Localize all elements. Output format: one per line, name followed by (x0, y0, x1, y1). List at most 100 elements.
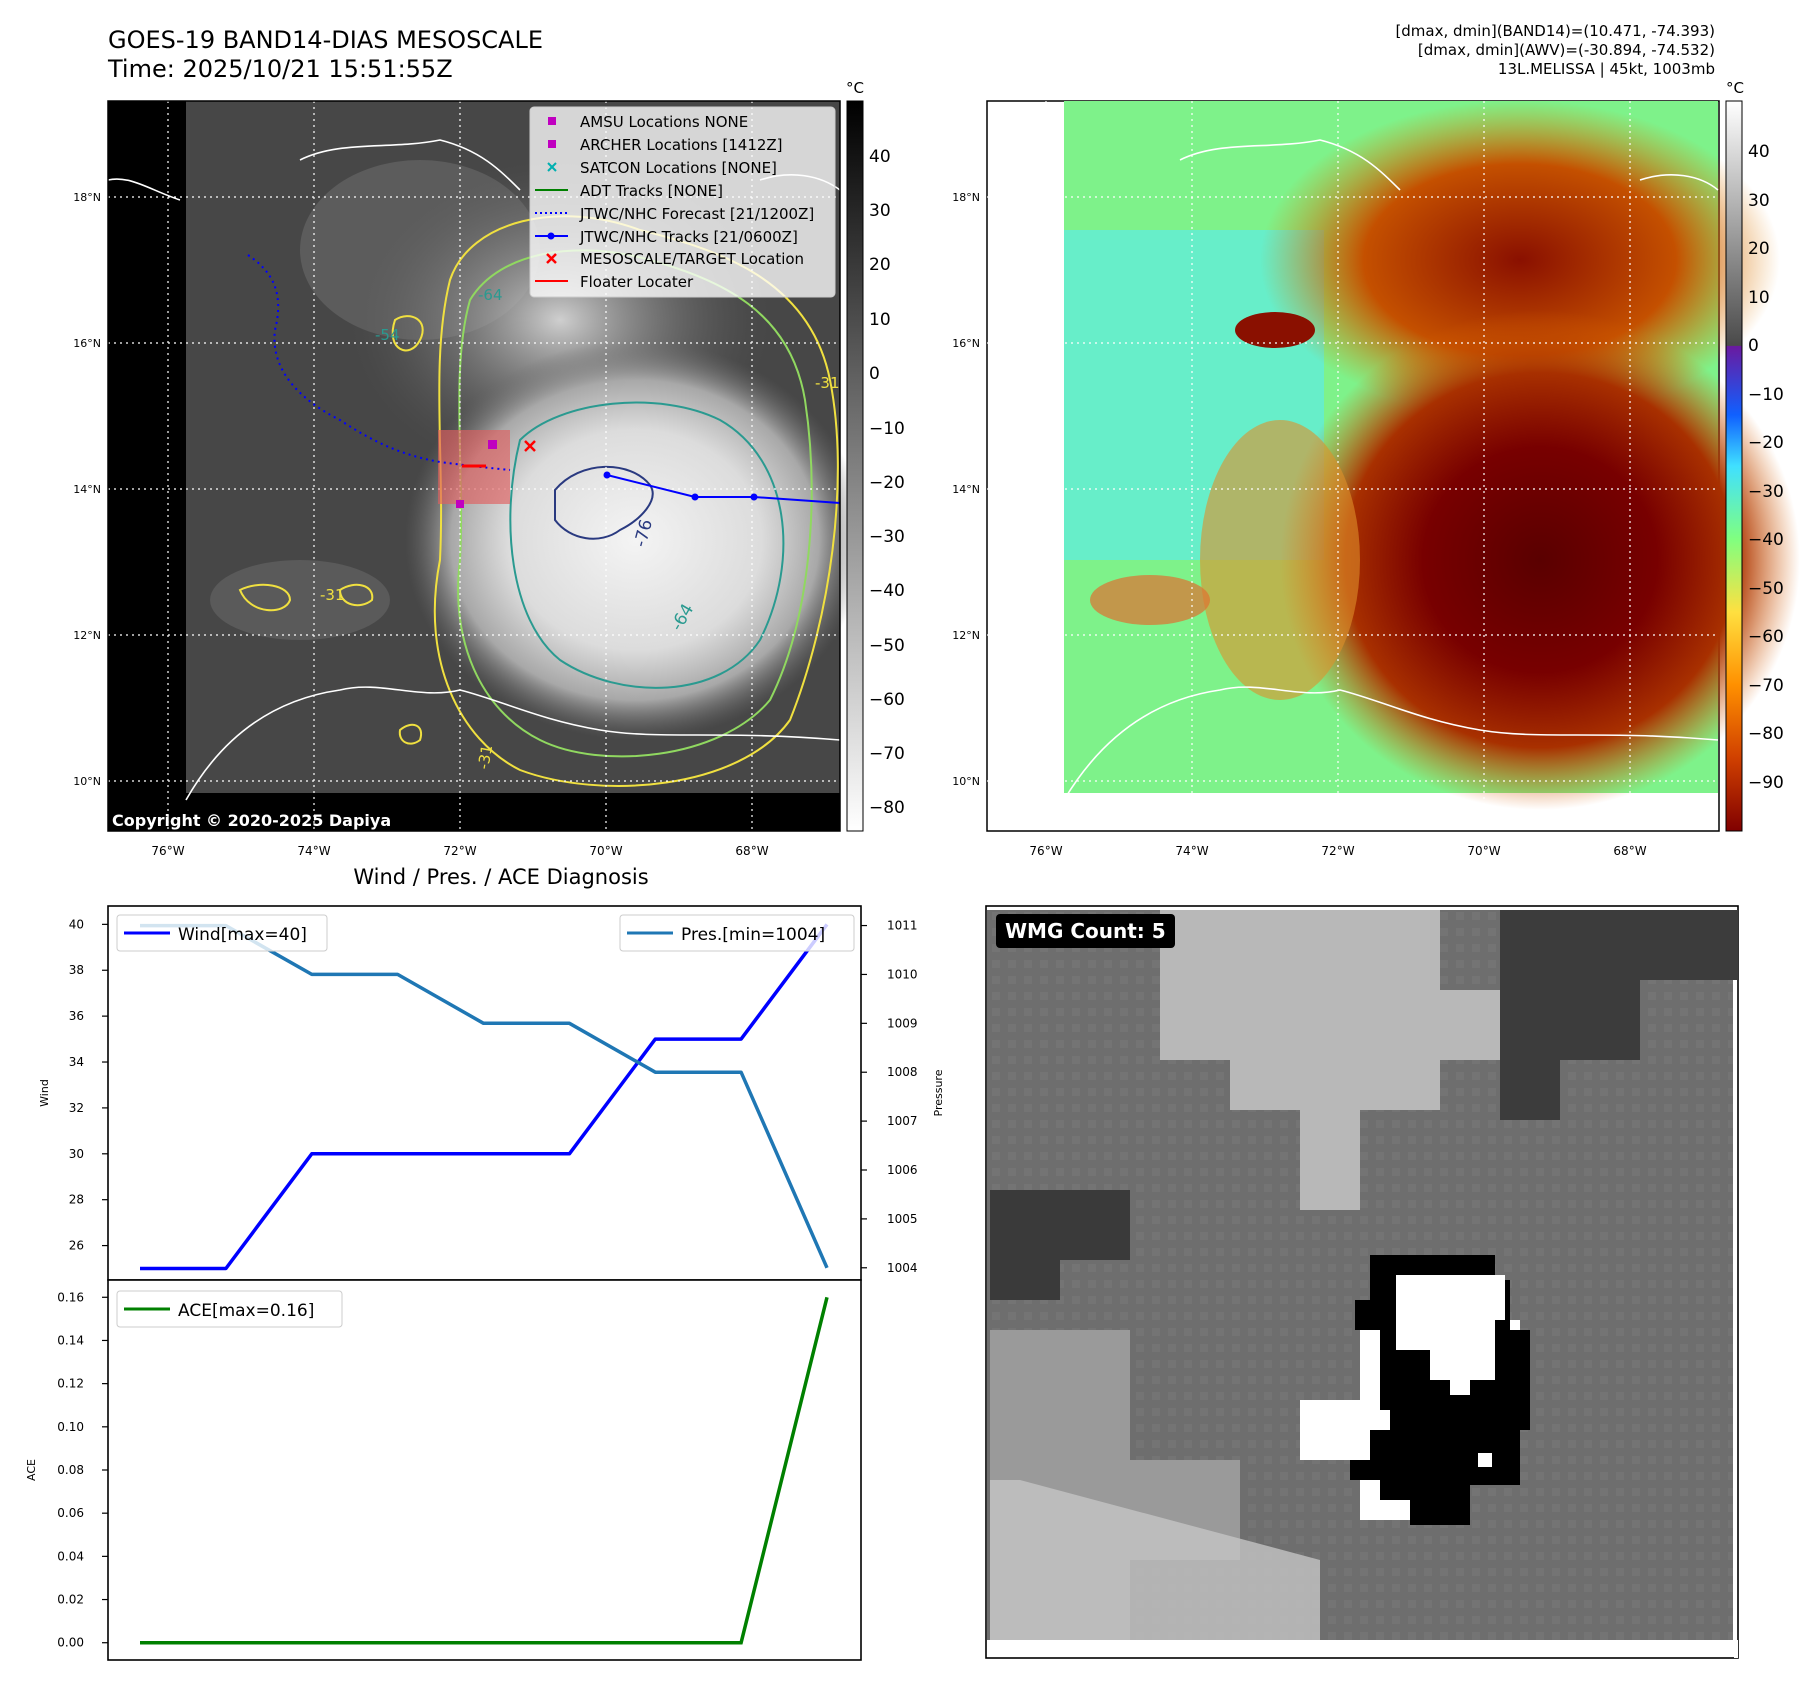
lon-label: 74°W (1175, 844, 1208, 858)
colorbar-tick: 30 (1748, 191, 1770, 211)
wind-plot-frame (107, 905, 862, 1281)
lat-label: 14°N (73, 483, 101, 496)
legend-amsu: AMSU Locations NONE (580, 113, 748, 131)
pressure-tick-label: 1010 (887, 967, 918, 981)
ace-tick-label: 0.08 (57, 1463, 84, 1477)
colorbar-tick: −10 (1748, 385, 1784, 405)
lat-label: 12°N (73, 629, 101, 642)
pressure-tick-label: 1004 (887, 1261, 918, 1275)
map-legend: AMSU Locations NONE ARCHER Locations [14… (529, 106, 836, 298)
ace-chart: ACE 0.16 0.14 0.12 0.10 0.08 0.06 0.04 0.02 0.00… (25, 1279, 862, 1661)
colorbar-gray-ticks: 40 30 20 10 0 −10 −20 −30 −40 −50 −60 −7… (869, 147, 905, 818)
colorbar-tick: −30 (869, 527, 905, 547)
ace-plot-frame (107, 1279, 862, 1661)
lon-label: 72°W (443, 844, 476, 858)
colorbar-tick: 30 (869, 201, 891, 221)
ir-map-left: Copyright © 2020-2025 Dapiya -76 -64 -54… (73, 79, 905, 858)
awv-core-moisture (1280, 310, 1800, 810)
wmg-count-label: WMG Count: 5 (1005, 919, 1166, 943)
colorbar-gray (846, 100, 864, 832)
storm-info: [dmax, dmin](BAND14)=(10.471, -74.393) [… (1395, 22, 1715, 79)
contour-small-1 (391, 315, 424, 352)
ace-line (140, 1296, 829, 1645)
coast-hispaniola (299, 139, 521, 191)
colorbar-tick: 20 (869, 255, 891, 275)
coast-cuba (107, 178, 181, 201)
contour-label: -31 (815, 374, 840, 392)
lon-label: 68°W (1613, 844, 1646, 858)
colorbar-tick: −60 (869, 690, 905, 710)
lat-label: 12°N (952, 629, 980, 642)
archer-marker (456, 500, 464, 508)
lon-label: 68°W (735, 844, 768, 858)
colorbar-tick: −20 (1748, 433, 1784, 453)
jtwc-forecast-track (247, 254, 511, 471)
wmg-light-region (1160, 910, 1500, 1210)
colorbar-color-unit: °C (1726, 79, 1744, 97)
jtwc-track-line (606, 474, 841, 504)
legend-box (529, 106, 836, 298)
pressure-tick-label: 1009 (887, 1016, 918, 1030)
copyright-text: Copyright © 2020-2025 Dapiya (112, 811, 391, 830)
wmg-dark-region-w (990, 1190, 1130, 1300)
title-line-1: GOES-19 BAND14-DIAS MESOSCALE (108, 26, 544, 54)
info-line-3: 13L.MELISSA | 45kt, 1003mb (1497, 60, 1715, 78)
ace-tick-label: 0.16 (57, 1290, 84, 1304)
lon-label: 76°W (151, 844, 184, 858)
pressure-legend-box (619, 914, 855, 952)
wmg-edge (1734, 1640, 1738, 1658)
wind-line (140, 923, 829, 1271)
info-line-2: [dmax, dmin](AWV)=(-30.894, -74.532) (1417, 41, 1715, 59)
ace-legend-label: ACE[max=0.16] (178, 1301, 314, 1321)
wind-tick-label: 32 (69, 1101, 84, 1115)
legend-amsu-icon (548, 117, 556, 125)
ace-tick-label: 0.14 (57, 1333, 84, 1347)
pressure-tick-label: 1008 (887, 1065, 918, 1079)
wind-legend-label: Wind[max=40] (178, 925, 307, 945)
ace-tick-label: 0.04 (57, 1549, 84, 1563)
colorbar-tick: −60 (1748, 627, 1784, 647)
title-line-2: Time: 2025/10/21 15:51:55Z (108, 55, 453, 83)
lat-labels-left: 10°N 12°N 14°N 16°N 18°N (73, 191, 101, 788)
legend-archer-icon (548, 140, 556, 148)
diagnosis-title: Wind / Pres. / ACE Diagnosis (353, 865, 648, 889)
colorbar-tick: −30 (1748, 482, 1784, 502)
colorbar-tick: −50 (869, 636, 905, 656)
colorbar-color-ticks: 40 30 20 10 0 −10 −20 −30 −40 −50 −60 −7… (1748, 142, 1784, 793)
lat-label: 14°N (952, 483, 980, 496)
colorbar-tick: 40 (869, 147, 891, 167)
colorbar-tick: −90 (1748, 773, 1784, 793)
ace-series (140, 1296, 829, 1645)
ir-map-frame (107, 100, 841, 832)
colorbar-tick: 0 (1748, 336, 1759, 356)
ace-axis-label: ACE (25, 1459, 38, 1481)
colorbar-tick: 10 (869, 310, 891, 330)
colorbar-tick: −10 (869, 419, 905, 439)
pressure-y-ticks: 1011 1010 1009 1008 1007 1006 1005 1004 (861, 919, 918, 1275)
legend-adt: ADT Tracks [NONE] (580, 182, 723, 200)
legend-satcon-icon (547, 162, 557, 172)
jtwc-track-point (603, 471, 611, 479)
colorbar-color (1725, 100, 1743, 832)
wind-tick-label: 28 (69, 1193, 84, 1207)
wind-tick-label: 30 (69, 1147, 84, 1161)
colorbar-gray-unit: °C (846, 79, 864, 97)
cloud-west (210, 560, 390, 640)
coastlines-right (1063, 139, 1719, 801)
wmg-count-badge (996, 914, 1175, 948)
lon-labels-left: 76°W 74°W 72°W 70°W 68°W (151, 844, 768, 858)
lat-labels-right: 10°N 12°N 14°N 16°N 18°N (952, 191, 980, 788)
awv-cell (1235, 312, 1315, 348)
contour-label: -31 (320, 586, 345, 604)
contour-small-2 (238, 583, 292, 612)
lat-label: 10°N (952, 775, 980, 788)
wind-axis-label: Wind (38, 1079, 51, 1107)
ace-tick-label: 0.00 (57, 1636, 84, 1650)
wmg-light-region-s (990, 1480, 1320, 1640)
contour-small-4 (398, 723, 423, 745)
lat-label: 10°N (73, 775, 101, 788)
target-marker (524, 440, 536, 452)
wmg-dark-region-ne (1500, 910, 1738, 1120)
colorbar-tick: −50 (1748, 579, 1784, 599)
